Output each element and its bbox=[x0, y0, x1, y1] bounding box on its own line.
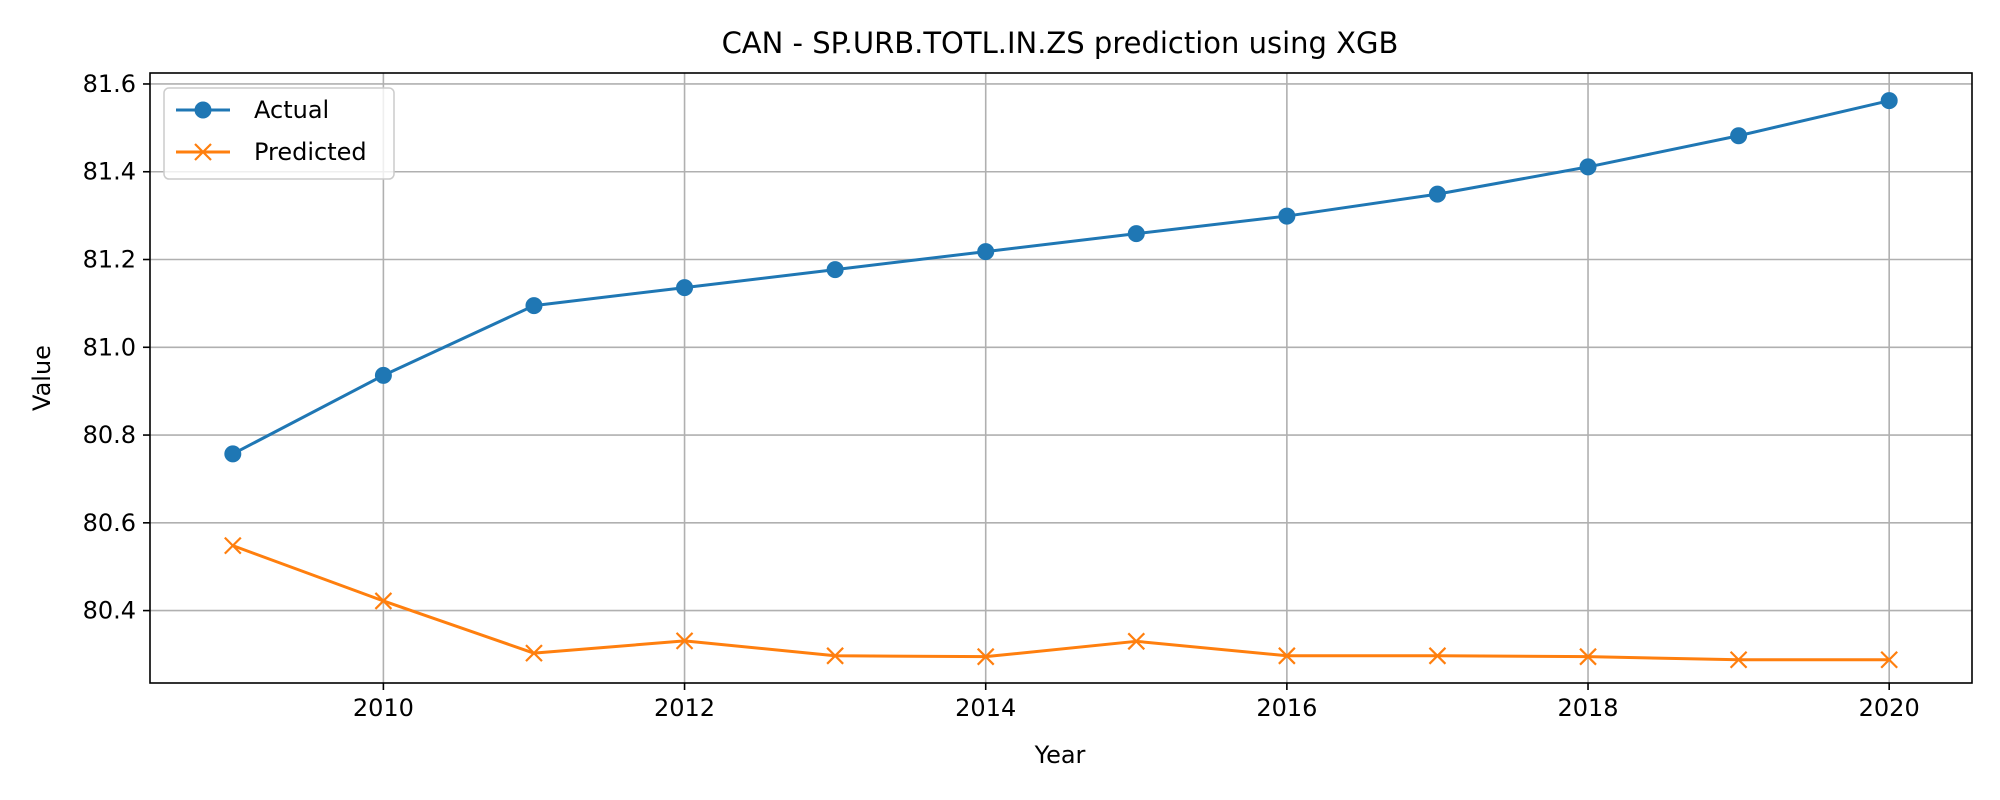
data-point-predicted bbox=[1579, 647, 1597, 666]
data-point-predicted bbox=[675, 632, 694, 650]
y-tick-label: 80.4 bbox=[83, 597, 136, 625]
data-point-actual bbox=[1880, 92, 1898, 110]
y-tick-label: 81.4 bbox=[83, 158, 136, 186]
y-tick-label: 81.2 bbox=[83, 246, 136, 274]
x-axis-label: Year bbox=[1034, 741, 1086, 769]
legend-label-predicted: Predicted bbox=[254, 138, 367, 166]
data-point-predicted bbox=[1880, 650, 1898, 669]
data-point-predicted bbox=[1729, 650, 1748, 669]
legend-item-predicted: Predicted bbox=[176, 138, 367, 166]
series-line-predicted bbox=[232, 544, 1890, 662]
x-marker-stroke bbox=[675, 632, 694, 650]
data-point-predicted bbox=[976, 647, 995, 666]
data-point-actual bbox=[1127, 225, 1145, 243]
x-marker-stroke bbox=[826, 647, 844, 665]
data-point-actual bbox=[676, 279, 694, 297]
y-tick-label: 80.6 bbox=[83, 509, 136, 537]
legend-marker-predicted bbox=[194, 143, 212, 161]
x-tick-label: 2010 bbox=[353, 694, 414, 722]
data-point-predicted bbox=[826, 647, 844, 665]
plot-area-frame bbox=[149, 72, 1973, 684]
series-actual bbox=[224, 92, 1898, 463]
x-marker-stroke bbox=[525, 644, 543, 662]
data-point-actual bbox=[977, 243, 995, 261]
data-point-predicted bbox=[1127, 632, 1146, 651]
x-tick-label: 2016 bbox=[1256, 694, 1317, 722]
series-predicted bbox=[224, 536, 1898, 669]
series-line-actual bbox=[232, 99, 1890, 456]
x-marker-stroke bbox=[1278, 647, 1296, 665]
data-point-actual bbox=[826, 261, 844, 279]
x-marker-stroke bbox=[976, 647, 995, 666]
data-point-actual bbox=[525, 297, 543, 315]
data-point-predicted bbox=[1278, 647, 1296, 665]
y-axis-label: Value bbox=[28, 345, 56, 411]
x-marker-stroke bbox=[1428, 647, 1447, 665]
x-marker-stroke bbox=[374, 592, 393, 610]
data-point-actual bbox=[1278, 207, 1296, 225]
x-marker-stroke bbox=[1880, 650, 1898, 669]
data-point-predicted bbox=[1428, 647, 1447, 665]
x-axis-ticks: 2010 2012 2014 2016 2018 2020 bbox=[353, 683, 1920, 722]
chart-title: CAN - SP.URB.TOTL.IN.ZS prediction using… bbox=[722, 26, 1399, 60]
series-layer bbox=[224, 92, 1898, 669]
x-marker-stroke bbox=[1579, 647, 1597, 666]
grid-lines bbox=[150, 73, 1972, 683]
x-tick-label: 2012 bbox=[654, 694, 715, 722]
x-tick-label: 2020 bbox=[1859, 694, 1920, 722]
x-marker-stroke bbox=[1127, 632, 1146, 651]
y-tick-label: 80.8 bbox=[83, 421, 136, 449]
legend-item-actual: Actual bbox=[176, 96, 329, 124]
data-point-actual bbox=[374, 366, 392, 384]
x-tick-label: 2018 bbox=[1557, 694, 1618, 722]
data-point-predicted bbox=[525, 644, 543, 662]
x-marker-stroke bbox=[224, 536, 242, 555]
data-point-actual bbox=[1730, 127, 1748, 145]
x-tick-label: 2014 bbox=[955, 694, 1016, 722]
x-marker-stroke bbox=[1729, 650, 1748, 669]
data-point-actual bbox=[1428, 185, 1446, 203]
legend: Actual Predicted bbox=[163, 87, 395, 180]
y-tick-label: 81.6 bbox=[83, 70, 136, 98]
data-point-predicted bbox=[224, 536, 242, 555]
data-point-actual bbox=[1579, 158, 1597, 176]
x-marker-stroke bbox=[194, 143, 212, 161]
data-point-predicted bbox=[374, 592, 393, 610]
y-axis-ticks: 80.4 80.6 80.8 81.0 81.2 81.4 81.6 bbox=[83, 70, 150, 625]
legend-label-actual: Actual bbox=[254, 96, 329, 124]
legend-marker-actual bbox=[194, 101, 212, 119]
data-point-actual bbox=[224, 445, 242, 463]
y-tick-label: 81.0 bbox=[83, 333, 136, 361]
